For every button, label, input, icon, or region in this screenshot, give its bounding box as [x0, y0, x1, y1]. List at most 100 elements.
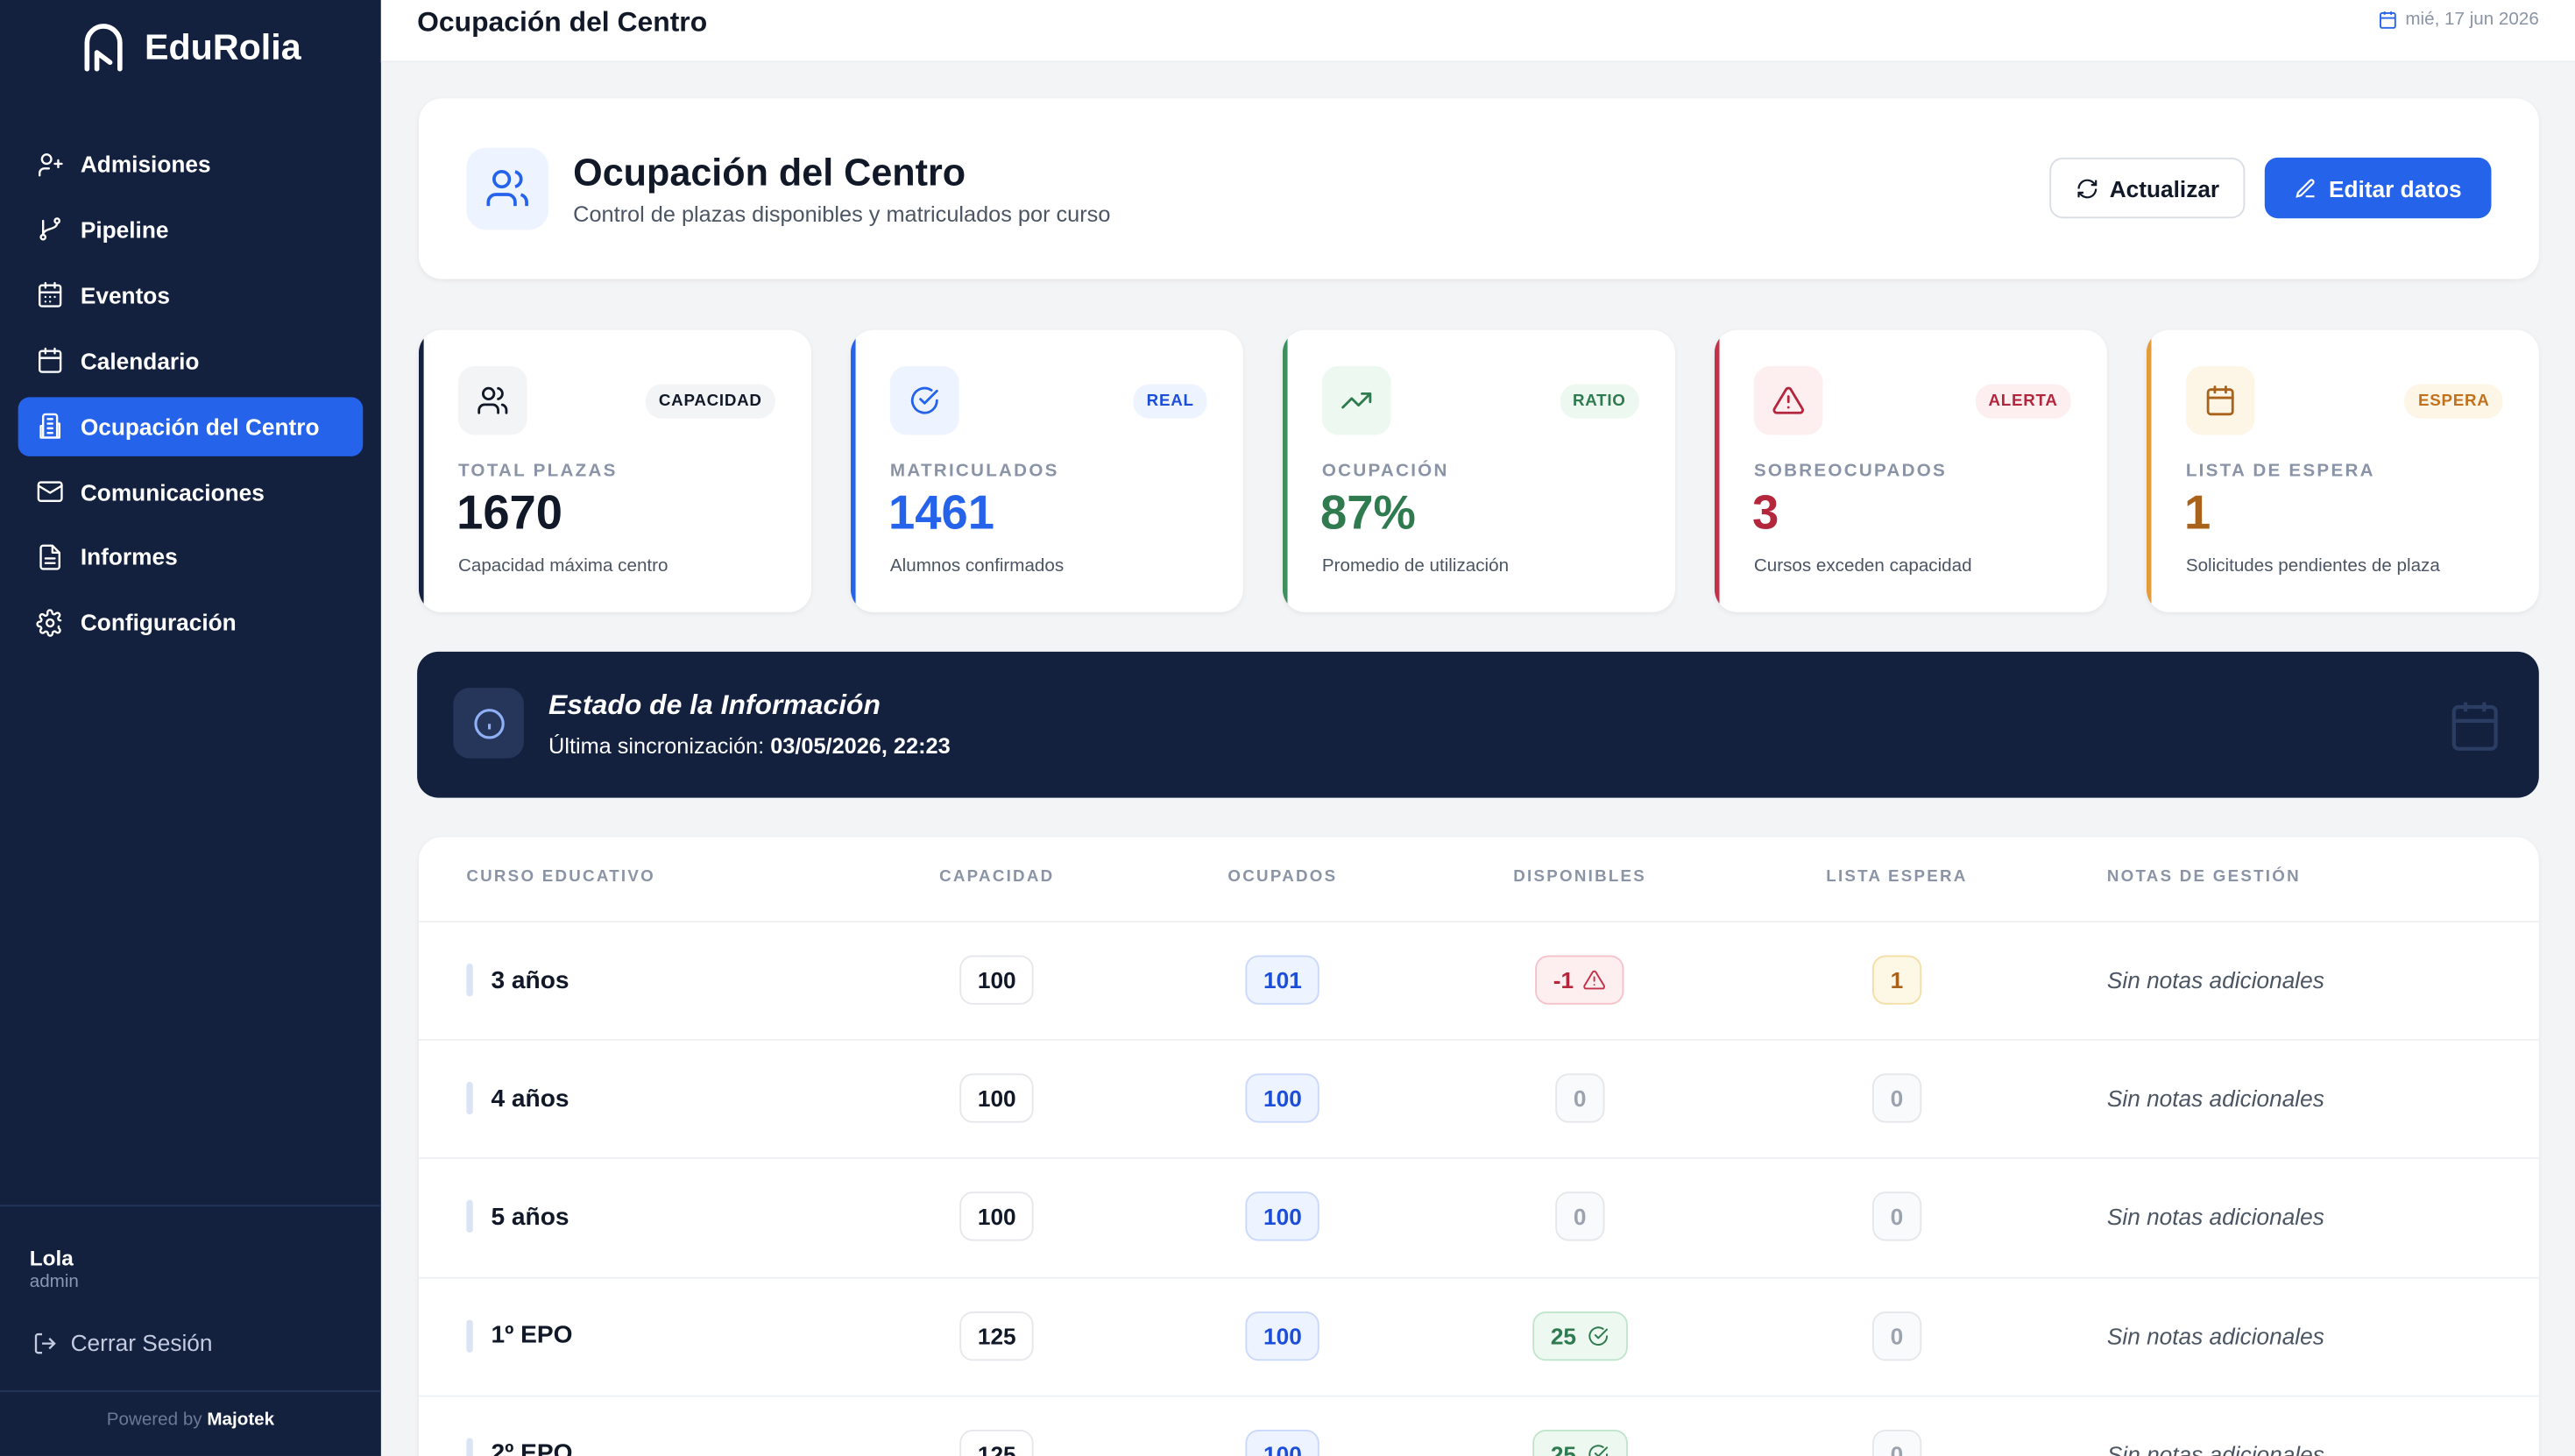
status-deco	[2451, 702, 2498, 751]
logout[interactable]: Cerrar Sesión	[32, 1330, 213, 1356]
logout-icon	[34, 1332, 56, 1354]
topbar-title: Ocupación del Centro	[417, 6, 708, 39]
occupied-pill: 100	[1245, 1192, 1320, 1242]
header-subtitle: Control de plazas disponibles y matricul…	[573, 201, 1111, 227]
nav-item[interactable]: Eventos	[18, 265, 364, 324]
row-line	[418, 1039, 2539, 1042]
course-name: 3 años	[466, 963, 569, 997]
stat-badge: CAPACIDAD	[645, 384, 775, 419]
nav-item[interactable]: Informes	[18, 527, 364, 586]
nav-item[interactable]: Configuración	[18, 593, 364, 652]
stat-icon	[457, 365, 527, 435]
management-note: Sin notas adicionales	[2106, 1440, 2324, 1456]
course-label: 2º EPO	[491, 1439, 573, 1456]
nav-label: Configuración	[80, 609, 237, 636]
topbar-date: mié, 17 jun 2026	[2377, 10, 2539, 30]
available-pill: 25	[1532, 1311, 1628, 1361]
stat-card: ESPERA LISTA DE ESPERA 1 Solicitudes pendie…	[2146, 329, 2539, 612]
occupied-pill: 101	[1245, 955, 1320, 1005]
header-line	[418, 921, 2539, 923]
available-value: 25	[1550, 1322, 1577, 1349]
brand: EduRolia	[82, 23, 301, 72]
nav-item[interactable]: Pipeline	[18, 200, 364, 258]
status-sync: Última sincronización: 03/05/2026, 22:23	[548, 734, 951, 759]
stat-icon	[1321, 365, 1391, 435]
available-pill: 0	[1555, 1073, 1605, 1123]
waitlist-pill: 0	[1872, 1192, 1921, 1242]
available-value: 25	[1550, 1440, 1577, 1456]
available-icon	[1586, 1324, 1609, 1346]
stat-label: OCUPACIÓN	[1321, 461, 1449, 481]
column-header: CURSO EDUCATIVO	[466, 868, 655, 887]
stat-label: TOTAL PLAZAS	[457, 461, 618, 481]
brand-name: EduRolia	[144, 25, 301, 67]
available-value: 0	[1573, 1085, 1587, 1112]
stat-card: RATIO OCUPACIÓN 87% Promedio de utilización	[1282, 329, 1675, 612]
header-icon	[466, 147, 549, 230]
stat-accent	[418, 329, 424, 612]
available-pill: 25	[1532, 1429, 1628, 1456]
powered-brand: Majotek	[207, 1410, 275, 1430]
occupied-pill: 100	[1245, 1429, 1320, 1456]
course-label: 3 años	[491, 965, 569, 994]
course-name: 1º EPO	[466, 1318, 573, 1353]
available-icon	[1583, 968, 1606, 991]
nav-item[interactable]: Ocupación del Centro	[18, 396, 364, 456]
available-value: -1	[1553, 966, 1574, 993]
stat-accent	[850, 329, 856, 612]
nav-item[interactable]: Calendario	[18, 331, 364, 390]
nav-item[interactable]: Comunicaciones	[18, 462, 364, 520]
row-line	[418, 1395, 2539, 1397]
column-header: DISPONIBLES	[1513, 868, 1647, 887]
nav-label: Ocupación del Centro	[80, 413, 320, 440]
refresh-label: Actualizar	[2109, 174, 2220, 201]
management-note: Sin notas adicionales	[2106, 1204, 2324, 1231]
edit-button[interactable]: Editar datos	[2264, 157, 2492, 219]
stat-card: CAPACIDAD TOTAL PLAZAS 1670 Capacidad máxim…	[418, 329, 811, 612]
nav-label: Informes	[80, 543, 178, 570]
topbar: Ocupación del Centro mié, 17 jun 2026	[380, 0, 2575, 63]
stat-value: 1461	[888, 487, 994, 541]
refresh-button[interactable]: Actualizar	[2049, 157, 2246, 219]
stat-icon	[2185, 365, 2255, 435]
row-line	[418, 1157, 2539, 1160]
status-banner: Estado de la Información Última sincroni…	[417, 651, 2539, 798]
stat-value: 1670	[456, 487, 563, 541]
stat-value: 1	[2183, 487, 2211, 541]
stat-caption: Promedio de utilización	[1321, 556, 1510, 576]
stat-badge: ALERTA	[1975, 384, 2071, 419]
course-name: 5 años	[466, 1200, 569, 1233]
user-name: Lola	[29, 1246, 74, 1271]
occupied-pill: 100	[1245, 1073, 1320, 1123]
waitlist-pill: 0	[1872, 1073, 1921, 1123]
header-title: Ocupación del Centro	[573, 151, 966, 194]
stat-icon	[1753, 365, 1823, 435]
powered-by: Powered by	[106, 1410, 202, 1430]
stat-value: 3	[1751, 487, 1779, 541]
status-icon	[453, 688, 524, 759]
column-header: LISTA ESPERA	[1826, 868, 1968, 887]
column-header: CAPACIDAD	[939, 868, 1055, 887]
stat-value: 87%	[1320, 487, 1416, 541]
stat-badge: REAL	[1133, 384, 1207, 419]
stat-caption: Capacidad máxima centro	[457, 556, 669, 576]
course-label: 1º EPO	[491, 1321, 573, 1350]
logo	[84, 24, 123, 72]
waitlist-pill: 1	[1872, 955, 1921, 1005]
nav-item[interactable]: Admisiones	[18, 135, 364, 194]
nav-label: Pipeline	[80, 216, 169, 244]
edit-label: Editar datos	[2328, 174, 2462, 201]
stat-caption: Alumnos confirmados	[889, 556, 1065, 576]
nav-label: Admisiones	[80, 151, 211, 178]
stat-accent	[1282, 329, 1288, 612]
course-name: 2º EPO	[466, 1437, 573, 1456]
stat-badge: ESPERA	[2405, 384, 2503, 419]
available-icon	[1586, 1443, 1609, 1456]
date-text: mié, 17 jun 2026	[2405, 10, 2539, 30]
stat-accent	[1714, 329, 1720, 612]
available-value: 0	[1573, 1204, 1587, 1231]
stat-label: SOBREOCUPADOS	[1753, 461, 1948, 481]
stat-label: LISTA DE ESPERA	[2185, 461, 2375, 481]
occupied-pill: 100	[1245, 1311, 1320, 1361]
capacity-pill: 125	[959, 1429, 1035, 1456]
